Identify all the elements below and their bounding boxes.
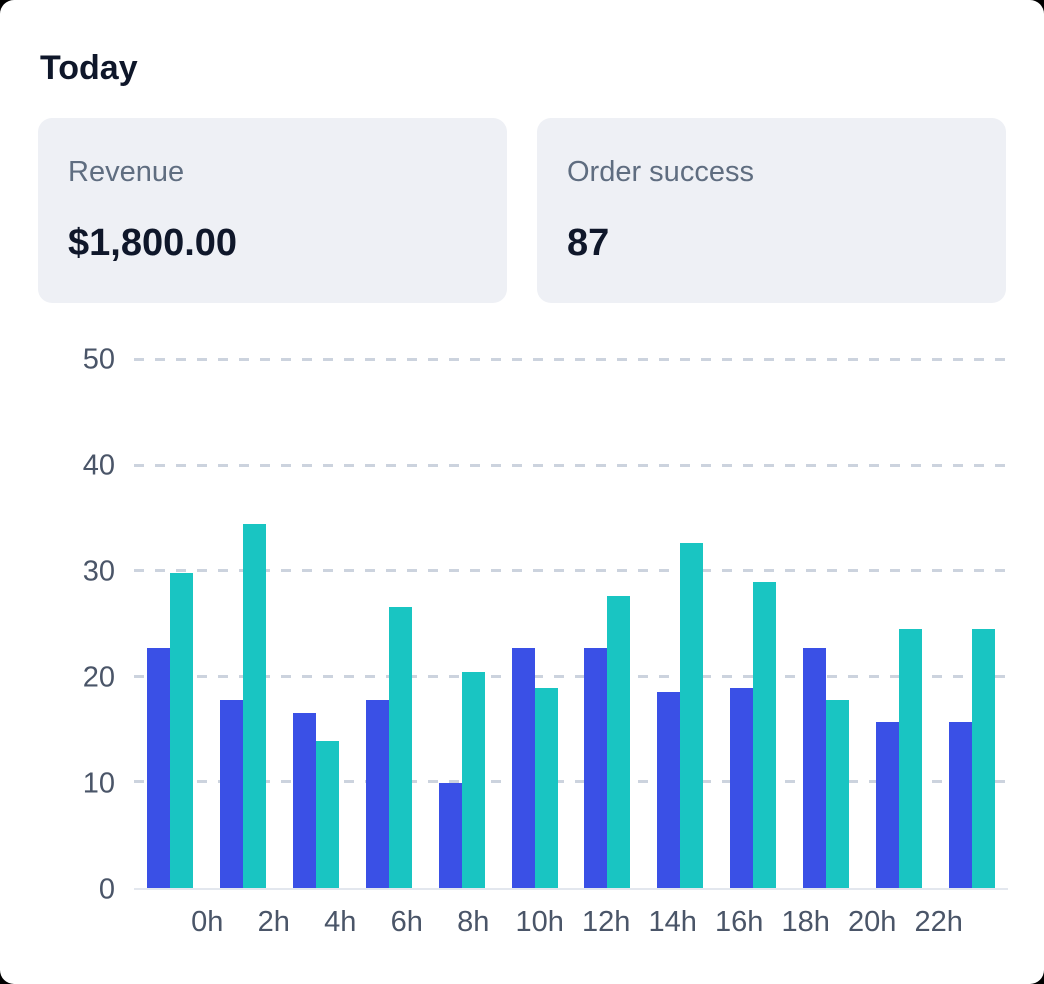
- y-tick-label: 40: [82, 449, 115, 482]
- bar-teal-14h: [680, 542, 704, 888]
- bar-teal-4h: [316, 741, 340, 888]
- gridline: [134, 463, 1008, 467]
- bar-blue-14h: [657, 691, 681, 888]
- y-tick-label: 20: [82, 661, 115, 694]
- bar-group-18h: [789, 360, 862, 888]
- bar-group-4h: [280, 360, 353, 888]
- x-tick-label: 0h: [191, 906, 224, 938]
- bar-teal-18h: [825, 700, 849, 888]
- bar-blue-4h: [293, 712, 317, 888]
- x-tick-label: 16h: [715, 906, 764, 938]
- bar-group-22h: [935, 360, 1008, 888]
- x-tick-label: 22h: [914, 906, 963, 938]
- bar-group-6h: [352, 360, 425, 888]
- bar-group-12h: [571, 360, 644, 888]
- stat-label-revenue: Revenue: [68, 156, 185, 188]
- x-tick-label: 10h: [515, 906, 564, 938]
- y-tick-label: 30: [82, 555, 115, 588]
- stat-value-order-success: 87: [567, 222, 610, 264]
- bar-teal-0h: [170, 573, 194, 888]
- bar-blue-0h: [147, 648, 171, 888]
- bar-group-2h: [207, 360, 280, 888]
- bar-teal-20h: [898, 629, 922, 888]
- bar-teal-12h: [607, 595, 631, 888]
- x-tick-label: 20h: [848, 906, 897, 938]
- gridline: [134, 569, 1008, 573]
- stat-card-order-success: Order success 87: [537, 118, 1006, 303]
- y-tick-label: 10: [82, 767, 115, 800]
- gridline: [134, 780, 1008, 784]
- bar-teal-10h: [534, 688, 558, 888]
- y-tick-label: 0: [98, 873, 115, 906]
- gridline: [134, 358, 1008, 361]
- x-axis: 0h 2h 4h 6h 8h 10h 12h 14h 16h 18h 20h 22h: [174, 904, 972, 940]
- bar-blue-6h: [365, 700, 389, 888]
- bar-group-20h: [862, 360, 935, 888]
- x-tick-label: 2h: [257, 906, 290, 938]
- bar-blue-22h: [948, 722, 972, 888]
- x-tick-label: 12h: [582, 906, 631, 938]
- bar-blue-16h: [730, 688, 754, 888]
- page-title: Today: [40, 49, 138, 87]
- bar-teal-22h: [971, 629, 995, 888]
- hourly-bar-chart: 0 10 20 30 40 50 0h 2h 4h 6h 8h 10h 12h 14h 16h 18h 20h…: [40, 344, 1008, 940]
- y-axis: 0 10 20 30 40 50: [40, 344, 134, 906]
- bar-blue-10h: [511, 648, 535, 888]
- stats-row: Revenue $1,800.00 Order success 87: [38, 118, 1006, 303]
- x-tick-label: 4h: [324, 906, 357, 938]
- bar-teal-6h: [388, 607, 412, 888]
- bar-groups: [134, 360, 1008, 888]
- bar-group-0h: [134, 360, 207, 888]
- gridline: [134, 674, 1008, 678]
- bar-group-14h: [644, 360, 717, 888]
- bar-group-8h: [425, 360, 498, 888]
- x-tick-label: 18h: [781, 906, 830, 938]
- bar-teal-2h: [243, 523, 267, 888]
- stat-label-order-success: Order success: [567, 156, 754, 188]
- stat-card-revenue: Revenue $1,800.00: [38, 118, 507, 303]
- x-tick-label: 8h: [457, 906, 490, 938]
- bar-teal-16h: [753, 581, 777, 888]
- bar-blue-2h: [220, 700, 244, 888]
- y-tick-label: 50: [82, 343, 115, 376]
- plot-area: [134, 358, 1008, 890]
- bar-group-10h: [498, 360, 571, 888]
- x-tick-label: 14h: [648, 906, 697, 938]
- bar-blue-8h: [438, 783, 462, 888]
- bar-group-16h: [717, 360, 790, 888]
- x-tick-label: 6h: [390, 906, 423, 938]
- bar-blue-12h: [584, 648, 608, 888]
- bar-teal-8h: [461, 671, 485, 888]
- bar-blue-18h: [802, 648, 826, 888]
- stat-value-revenue: $1,800.00: [68, 222, 238, 264]
- bar-blue-20h: [875, 722, 899, 888]
